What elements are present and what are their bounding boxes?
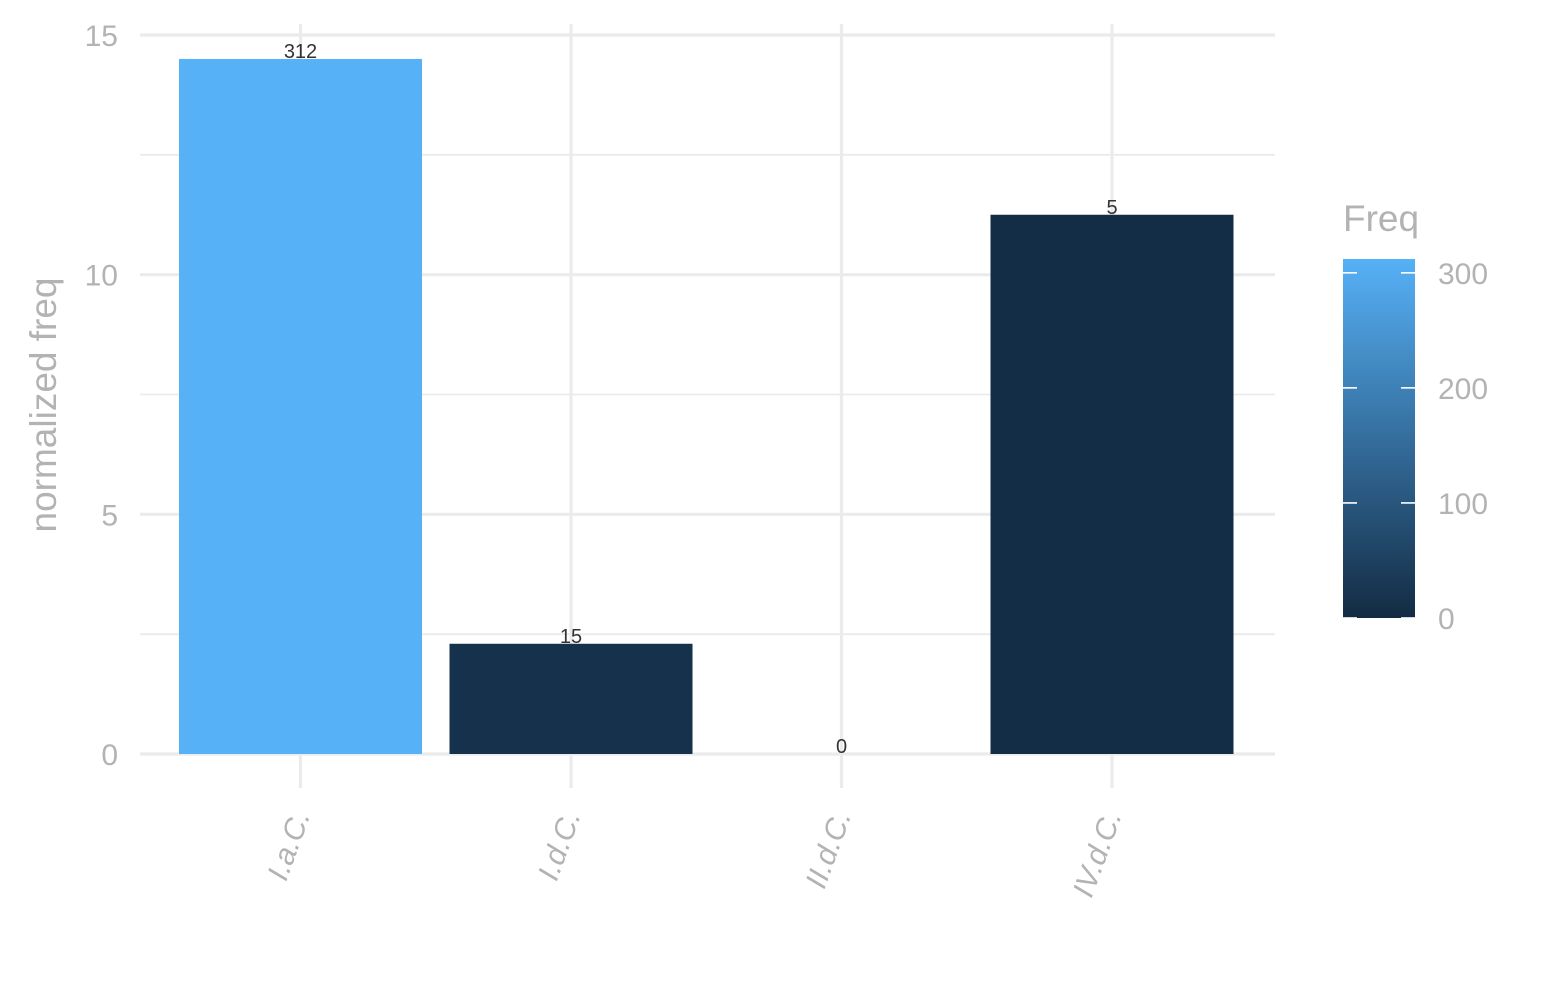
bar-layer: [179, 58, 1234, 754]
bar-label-layer: 312 15 0 5: [284, 41, 1118, 758]
legend: Freq 0 100 200 300: [1343, 198, 1488, 636]
legend-tick-label: 200: [1438, 373, 1488, 406]
y-axis-title: normalized freq: [23, 277, 64, 532]
legend-ticks: 0 100 200 300: [1343, 258, 1488, 636]
bar-label: 312: [284, 41, 317, 63]
y-tick-label: 5: [101, 499, 118, 532]
x-tick-label: II.d.C.: [800, 806, 858, 892]
legend-tick-label: 300: [1438, 258, 1488, 291]
x-tick-label: IV.d.C.: [1067, 806, 1129, 901]
legend-tick-label: 100: [1438, 488, 1488, 521]
legend-title: Freq: [1343, 198, 1419, 239]
bar-label: 15: [560, 626, 582, 648]
bar-label: 0: [836, 736, 847, 758]
y-tick-label: 15: [85, 20, 118, 53]
y-axis: 0 5 10 15: [85, 20, 118, 772]
x-tick-label: I.d.C.: [532, 806, 588, 885]
bar-label: 5: [1106, 197, 1117, 219]
x-axis: I.a.C. I.d.C. II.d.C. IV.d.C.: [262, 806, 1129, 901]
x-tick-label: I.a.C.: [262, 806, 318, 885]
bar: [449, 643, 693, 754]
legend-tick-label: 0: [1438, 603, 1455, 636]
bar: [990, 214, 1234, 754]
legend-colorbar: [1343, 259, 1415, 618]
bar: [179, 58, 422, 754]
y-tick-label: 0: [101, 739, 118, 772]
y-tick-label: 10: [85, 260, 118, 293]
